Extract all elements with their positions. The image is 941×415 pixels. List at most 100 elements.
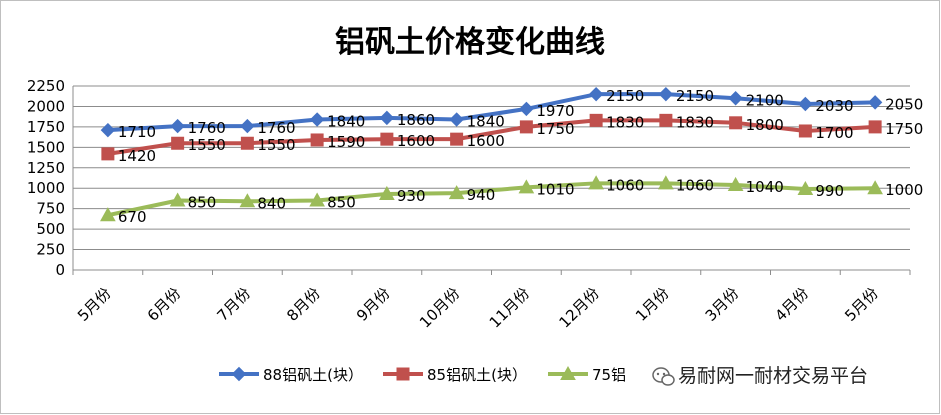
data-point [449,112,464,127]
data-point [309,112,325,127]
data-label: 1830 [676,113,714,131]
data-label: 1010 [536,180,574,198]
data-point [101,147,115,161]
data-label: 1800 [746,116,784,134]
data-label: 1710 [118,123,156,141]
y-tick-label: 1500 [27,138,65,156]
data-label: 1750 [536,120,574,138]
data-label: 1060 [606,176,644,194]
data-point [100,122,116,138]
data-point [797,181,814,196]
legend-label: 75铝 [592,366,626,384]
data-point [518,179,535,194]
data-point [658,86,674,102]
data-point [868,120,882,134]
data-point [519,101,534,117]
data-label: 1550 [257,136,295,154]
data-point [100,207,116,222]
data-label: 2150 [676,87,714,105]
y-tick-label: 1750 [27,118,65,136]
data-labels: 1710 1760 1760 1840 1860 1840 1970 2150 2150 2100… [118,87,923,226]
data-label: 840 [257,194,286,212]
data-label: 1830 [606,113,644,131]
watermark: 易耐网一耐材交易平台 [652,365,868,387]
data-point [380,132,394,146]
data-label: 1420 [118,147,156,165]
series-group [100,86,883,222]
legend-label: 85铝矾土(块） [427,366,527,384]
y-tick-label: 1250 [27,159,65,177]
data-label: 1590 [327,133,365,151]
y-axis-ticks: 0 250 500 750 1000 1250 1500 1750 2000 2250 [27,77,65,279]
data-label: 2050 [885,95,923,113]
legend-marker [231,366,247,382]
data-label: 1760 [257,119,295,137]
legend-marker [396,367,410,381]
data-label: 670 [118,208,147,226]
series-line [107,118,876,156]
data-point [729,116,743,130]
watermark-text: 易耐网一耐材交易平台 [678,365,868,387]
y-tick-label: 2000 [27,97,65,115]
data-point [659,113,673,127]
chart-title: 铝矾土价格变化曲线 [335,25,605,60]
data-label: 1840 [467,113,505,131]
data-label: 1040 [746,178,784,196]
data-label: 1550 [188,136,226,154]
data-label: 2030 [815,97,853,115]
data-point [727,176,744,191]
series-3 [100,175,883,222]
y-tick-label: 1000 [27,179,65,197]
data-label: 940 [467,186,496,204]
data-point [240,136,254,150]
series-1 [100,86,883,138]
data-point [448,185,465,200]
data-label: 2150 [606,87,644,105]
data-point [798,96,813,112]
data-point [798,124,812,138]
data-label: 1760 [188,119,226,137]
data-point [310,133,324,147]
data-point [588,175,604,190]
data-point [728,91,743,106]
legend-entry: 88铝矾土(块） [219,366,363,384]
data-point [867,95,883,110]
series-2 [101,113,882,161]
data-label: 1700 [815,124,853,142]
y-tick-label: 750 [36,200,65,218]
data-label: 1060 [676,176,714,194]
data-label: 2100 [746,91,784,109]
data-label: 850 [327,193,356,211]
legend-entry: 75铝 [548,365,626,384]
data-label: 1970 [536,102,574,120]
data-point [379,185,395,200]
data-point [588,86,604,102]
data-label: 1600 [397,132,435,150]
data-point [658,175,674,190]
data-point [309,192,325,207]
data-point [519,120,533,134]
y-tick-label: 0 [55,261,65,279]
data-point [171,136,185,150]
y-tick-label: 500 [36,220,65,238]
wechat-icon [652,367,675,386]
data-point [589,113,603,127]
data-point [170,118,185,134]
data-label: 990 [815,182,844,200]
data-label: 850 [188,193,217,211]
data-label: 1860 [397,111,435,129]
data-label: 1840 [327,113,365,131]
legend-entry: 85铝矾土(块） [383,366,527,384]
data-label: 1600 [467,132,505,150]
series-line [107,92,876,133]
data-point [240,118,255,134]
data-label: 1750 [885,120,923,138]
series-line [107,181,876,218]
data-point [867,180,883,195]
legend-label: 88铝矾土(块） [263,366,363,384]
data-point [239,193,256,208]
y-tick-label: 250 [36,241,65,259]
